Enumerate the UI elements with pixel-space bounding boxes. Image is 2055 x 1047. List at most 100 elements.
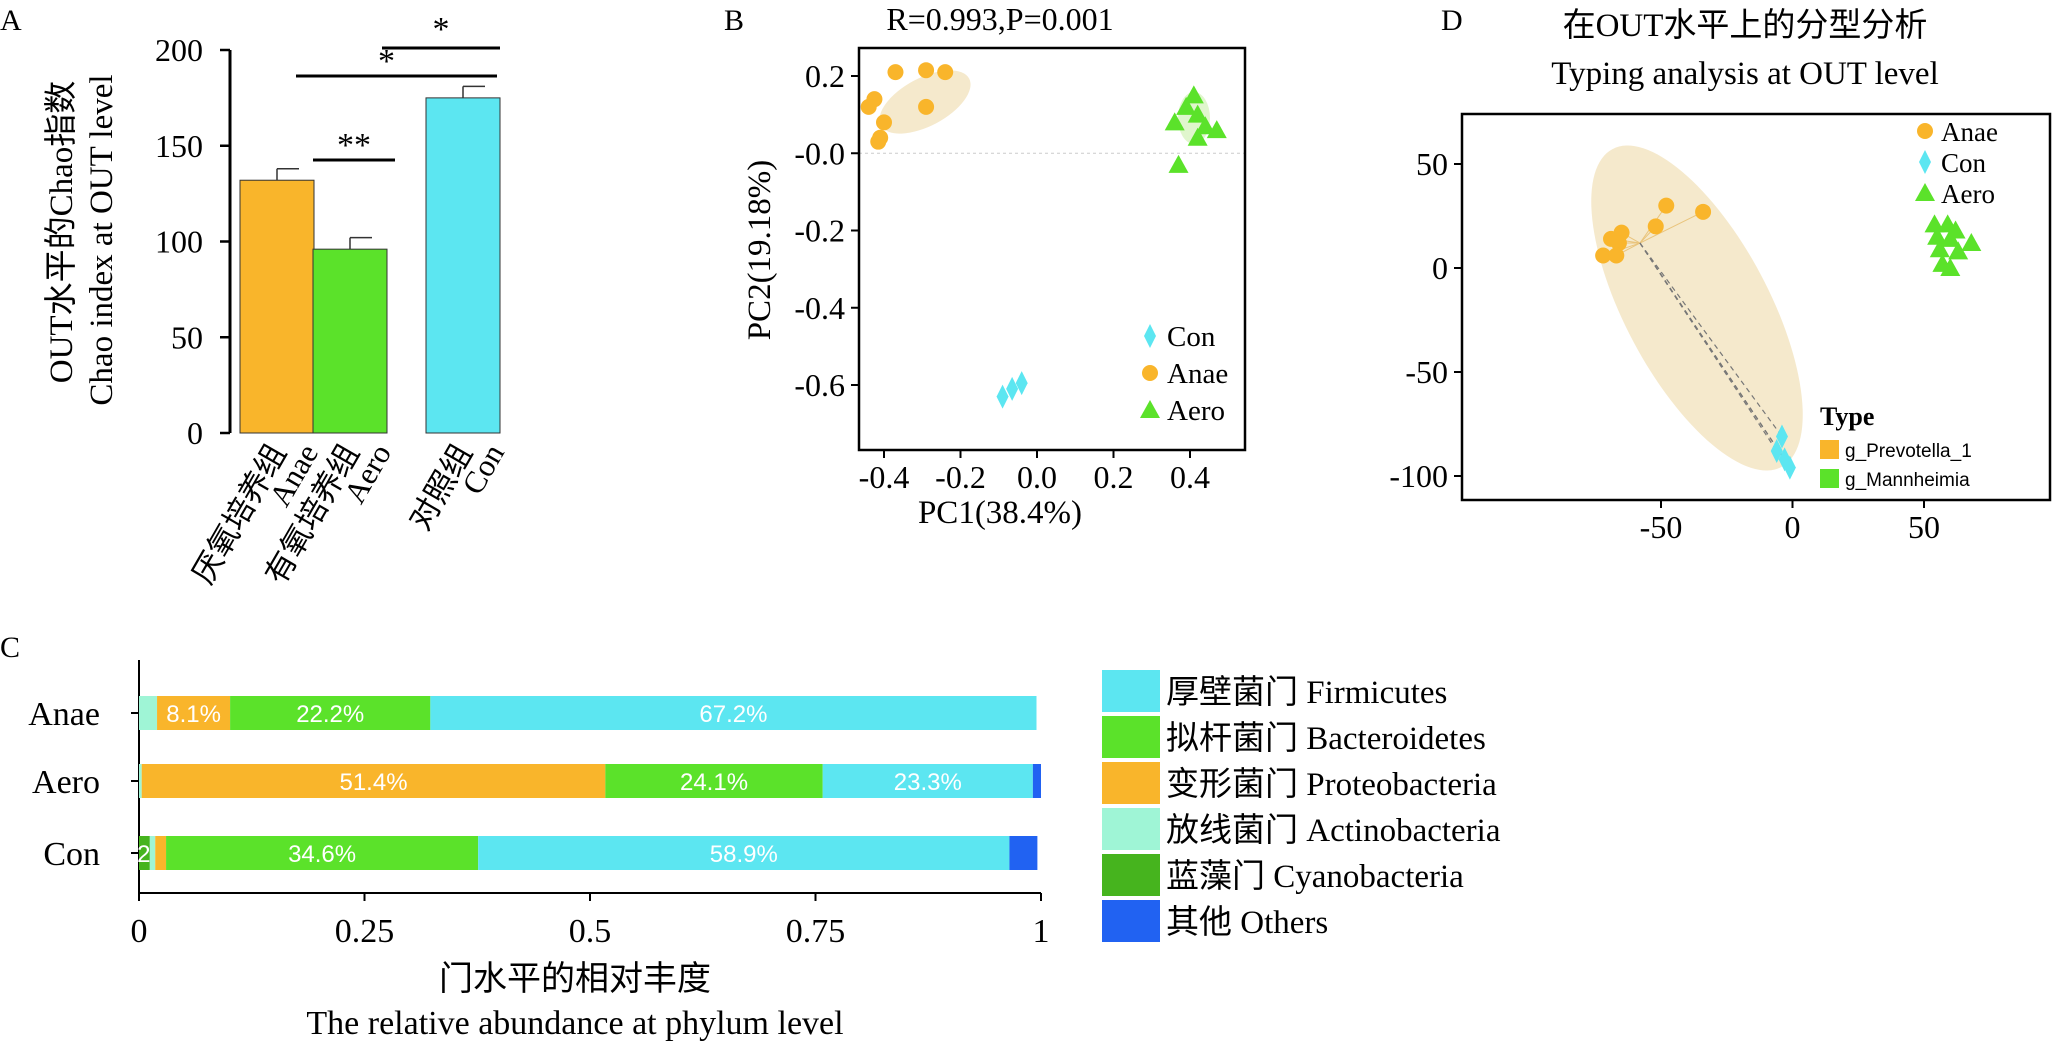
x-tick-label: -50 [1640, 509, 1683, 545]
bar-aero [312, 248, 388, 434]
panel-d-title-en: Typing analysis at OUT level [1551, 56, 1939, 92]
legend-swatch-actinobacteria [1102, 808, 1160, 850]
point-anae [1695, 203, 1712, 220]
significance-label: * [433, 11, 450, 48]
y-tick-label: 200 [155, 32, 203, 68]
segment-label: 24.1% [680, 769, 748, 796]
point-aero [1929, 239, 1950, 258]
segment-proteobacteria [157, 696, 231, 730]
x-tick-label: 0.75 [786, 913, 846, 950]
y-tick-label: -50 [1405, 354, 1448, 390]
panel-b-xlabel: PC1(38.4%) [918, 495, 1082, 531]
legend-swatch-cyanobacteria [1102, 854, 1160, 896]
segment-bacteroidetes [605, 764, 823, 798]
segment-proteobacteria [155, 836, 167, 870]
point-aero [1924, 214, 1945, 233]
x-tick-label: 0.25 [335, 913, 395, 950]
y-tick-label: 100 [155, 224, 203, 260]
legend-label-aero: Aero [1167, 395, 1225, 427]
point-anae [1658, 197, 1675, 214]
legend-label-con: Con [1167, 321, 1216, 353]
panel-b: B R=0.993,P=0.001 PC1(38.4%) PC2(19.18%)… [724, 1, 1247, 531]
point-anae [1647, 218, 1664, 235]
legend-label-cyanobacteria: 蓝藻门 Cyanobacteria [1166, 858, 1464, 895]
legend-label-proteobacteria: 变形菌门 Proteobacteria [1166, 766, 1497, 803]
segment-label: 8.1% [166, 701, 221, 728]
y-tick-label: 150 [155, 128, 203, 164]
panel-c-xlabel-en: The relative abundance at phylum level [306, 1005, 843, 1042]
panel-c: C 0 0.25 0.5 0.75 1 Anae 8.1% 22.2% 67.2% Aero 51.… [0, 631, 1501, 1042]
segment-actinobacteria [139, 764, 142, 798]
segment-firmicutes [478, 836, 1010, 870]
y-tick-label: -0.2 [794, 213, 845, 249]
point-anae [918, 98, 935, 115]
segment-others [1032, 764, 1041, 798]
point-anae [1595, 247, 1612, 264]
legend-marker-anae [1917, 123, 1933, 139]
bar-anae [239, 179, 315, 434]
con-spoke [1639, 242, 1783, 437]
legend-label-aero: Aero [1941, 179, 1995, 209]
point-con [1006, 376, 1019, 401]
point-anae [876, 114, 892, 131]
x-tick-label: 0.2 [1094, 459, 1134, 495]
segment-label: 67.2% [699, 701, 767, 728]
point-aero [1187, 104, 1208, 123]
plot-frame [857, 46, 1247, 452]
x-tick-label: 50 [1908, 509, 1940, 545]
y-tick-label: 0.2 [805, 58, 845, 94]
point-anae [1610, 235, 1627, 252]
point-aero [1940, 258, 1961, 276]
x-tick-label: 0 [1785, 509, 1801, 545]
y-tick-label: -0.6 [794, 367, 845, 403]
point-con [1775, 424, 1788, 449]
point-aero [1206, 120, 1227, 139]
y-tick-label: -0.4 [794, 290, 845, 326]
segment-label: 22.2% [296, 701, 364, 728]
type-legend-swatch [1820, 469, 1839, 488]
panel-b-plot: -0.4 -0.2 0.0 0.2 0.4 0.2 -0.0 -0.2 -0.4 -0.6 Con A… [794, 46, 1247, 495]
panel-b-ylabel: PC2(19.18%) [742, 160, 778, 341]
point-aero [1183, 85, 1204, 104]
segment-actinobacteria [139, 696, 158, 730]
panel-b-title: R=0.993,P=0.001 [886, 1, 1113, 37]
panel-d-title-cn: 在OUT水平上的分型分析 [1563, 7, 1928, 44]
point-aero [1164, 112, 1185, 131]
panel-a-ylabel-en: Chao index at OUT level [84, 74, 120, 405]
panel-d: D 在OUT水平上的分型分析 Typing analysis at OUT le… [1389, 4, 2052, 545]
legend-marker-anae [1142, 365, 1158, 381]
point-anae [1608, 247, 1625, 264]
segment-bacteroidetes [230, 696, 431, 730]
point-aero [1195, 116, 1216, 135]
point-con [1015, 371, 1028, 396]
legend-label-con: Con [1941, 148, 1987, 178]
point-anae [860, 98, 877, 115]
bar-con [425, 97, 501, 434]
point-aero [1187, 127, 1208, 146]
segment-label: 51.4% [339, 769, 407, 796]
point-aero [1176, 96, 1197, 115]
segment-firmicutes [822, 764, 1033, 798]
legend-label-bacteroidetes: 拟杆菌门 Bacteroidetes [1166, 720, 1486, 757]
legend-swatch-proteobacteria [1102, 762, 1160, 804]
panel-b-letter: B [724, 4, 744, 37]
type-legend-label: g_Mannheimia [1845, 470, 1970, 491]
significance-label: * [378, 43, 395, 80]
y-tick-label: -100 [1389, 458, 1448, 494]
segment-bacteroidetes [166, 836, 479, 870]
point-anae [887, 64, 904, 81]
segment-others [1009, 836, 1038, 870]
segment-firmicutes [430, 696, 1037, 730]
legend-swatch-firmicutes [1102, 670, 1160, 712]
panel-d-letter: D [1441, 4, 1463, 37]
segment-label: 34.6% [288, 841, 356, 868]
legend-swatch-bacteroidetes [1102, 716, 1160, 758]
segment-label: 58.9% [710, 841, 778, 868]
panel-a-letter: A [0, 4, 22, 37]
panel-c-xlabel-cn: 门水平的相对丰度 [439, 960, 711, 998]
y-tick-label: 50 [171, 319, 203, 355]
legend-label-others: 其他 Others [1166, 904, 1328, 941]
legend-marker-con [1144, 324, 1156, 348]
